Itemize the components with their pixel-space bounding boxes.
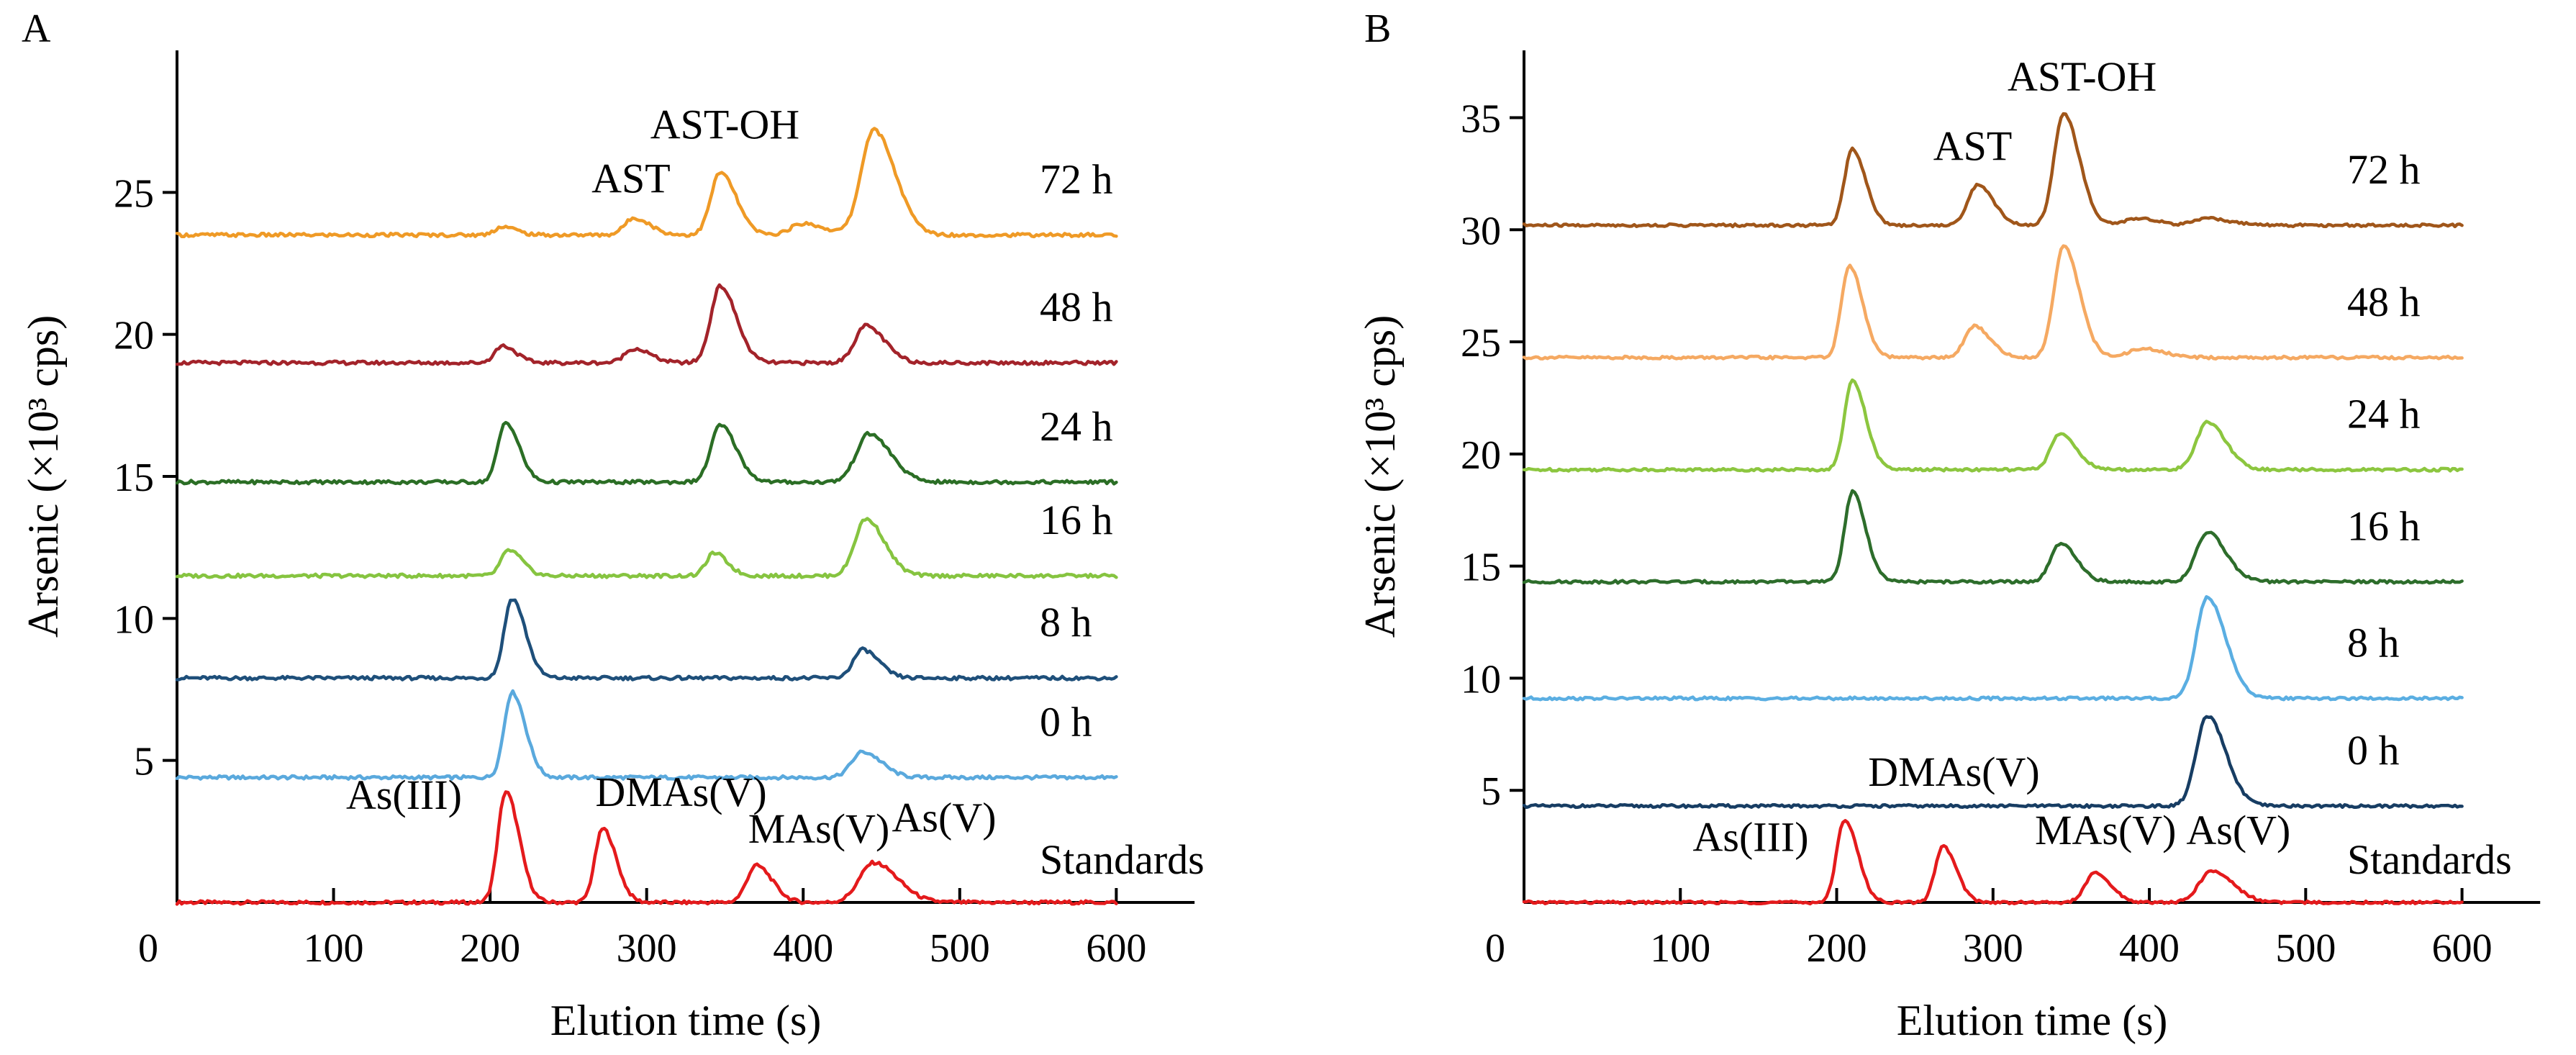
y-axis-title: Arsenic (×10³ cps) <box>1356 315 1404 638</box>
y-tick-label: 10 <box>1461 657 1501 702</box>
y-tick-label: 15 <box>114 456 154 500</box>
series-label: 8 h <box>1040 599 1092 646</box>
x-tick-label: 500 <box>2275 926 2336 971</box>
trace-72-h <box>1522 112 2464 229</box>
peak-label: MAs(V) <box>2035 807 2177 853</box>
axes: 0 100 200 300 400 500 600 5 10 15 20 25 30 35 <box>1461 50 2541 971</box>
series-label: 8 h <box>2347 619 2400 666</box>
y-tick-label: 5 <box>134 740 154 784</box>
x-tick-label: 200 <box>1807 926 1867 971</box>
series-label: 16 h <box>1040 497 1113 543</box>
x-tick-label: 200 <box>460 926 520 971</box>
trace-72-h <box>175 127 1118 239</box>
peak-label: AST-OH <box>650 101 799 148</box>
y-tick-label: 10 <box>114 597 154 642</box>
y-tick-label: 5 <box>1481 769 1501 814</box>
x-axis-title: Elution time (s) <box>1897 997 2168 1044</box>
x-tick-label: 0 <box>138 926 158 971</box>
trace-standards <box>1522 819 2464 906</box>
panel-a: A 0 100 200 300 400 500 600 5 10 15 20 25 Elution tim… <box>19 6 1205 1044</box>
panel-letter: B <box>1364 6 1391 51</box>
series-label: 48 h <box>1040 284 1113 330</box>
x-tick-label: 300 <box>1963 926 2023 971</box>
x-tick-label: 100 <box>1650 926 1710 971</box>
x-tick-label: 400 <box>773 926 833 971</box>
trace-24-h <box>175 420 1118 486</box>
y-tick-label: 30 <box>1461 209 1501 253</box>
peak-label: As(V) <box>2186 807 2290 853</box>
peak-label: DMAs(V) <box>1868 748 2039 795</box>
peak-label: As(III) <box>1693 813 1809 860</box>
trace-48-h <box>175 283 1118 366</box>
trace-8-h <box>175 598 1118 682</box>
trace-16-h <box>175 517 1118 579</box>
x-tick-label: 600 <box>2432 926 2493 971</box>
panel-b: B 0 100 200 300 400 500 600 5 10 15 20 25 30 35 Elution… <box>1356 6 2541 1044</box>
trace-16-h <box>1522 489 2464 585</box>
trace-standards <box>175 790 1118 906</box>
series-label: 0 h <box>2347 727 2400 774</box>
y-tick-label: 25 <box>114 171 154 216</box>
peak-label: DMAs(V) <box>595 769 766 815</box>
peak-label: As(III) <box>346 771 462 818</box>
peak-label: As(V) <box>892 794 997 841</box>
x-axis-title: Elution time (s) <box>550 997 822 1044</box>
y-tick-label: 25 <box>1461 321 1501 366</box>
y-axis-title: Arsenic (×10³ cps) <box>19 315 67 638</box>
series-label: 48 h <box>2347 279 2421 325</box>
peak-label: AST-OH <box>2008 53 2157 100</box>
x-tick-label: 400 <box>2119 926 2180 971</box>
trace-8-h <box>1522 594 2464 702</box>
y-tick-label: 15 <box>1461 545 1501 590</box>
panel-letter: A <box>22 6 51 51</box>
series-label: 24 h <box>1040 403 1113 450</box>
trace-0-h <box>175 689 1118 781</box>
series-label: 16 h <box>2347 502 2421 549</box>
peak-label: AST <box>591 155 671 202</box>
y-tick-label: 20 <box>114 314 154 358</box>
series-label: 0 h <box>1040 698 1092 745</box>
peak-label: MAs(V) <box>748 805 890 852</box>
trace-48-h <box>1522 244 2464 361</box>
x-tick-label: 500 <box>930 926 990 971</box>
series-label: Standards <box>1040 836 1205 883</box>
series-label: 72 h <box>2347 146 2421 193</box>
series-label: Standards <box>2347 836 2512 883</box>
trace-24-h <box>1522 378 2464 473</box>
x-tick-label: 300 <box>617 926 677 971</box>
traces <box>175 127 1118 906</box>
traces <box>1522 112 2464 906</box>
x-tick-label: 100 <box>304 926 364 971</box>
axes: 0 100 200 300 400 500 600 5 10 15 20 25 <box>114 50 1195 971</box>
y-tick-label: 35 <box>1461 96 1501 141</box>
peak-label: AST <box>1933 123 2013 170</box>
series-label: 72 h <box>1040 156 1113 203</box>
x-tick-label: 600 <box>1086 926 1146 971</box>
x-tick-label: 0 <box>1485 926 1505 971</box>
series-label: 24 h <box>2347 391 2421 438</box>
y-tick-label: 20 <box>1461 433 1501 478</box>
trace-0-h <box>1522 715 2464 810</box>
